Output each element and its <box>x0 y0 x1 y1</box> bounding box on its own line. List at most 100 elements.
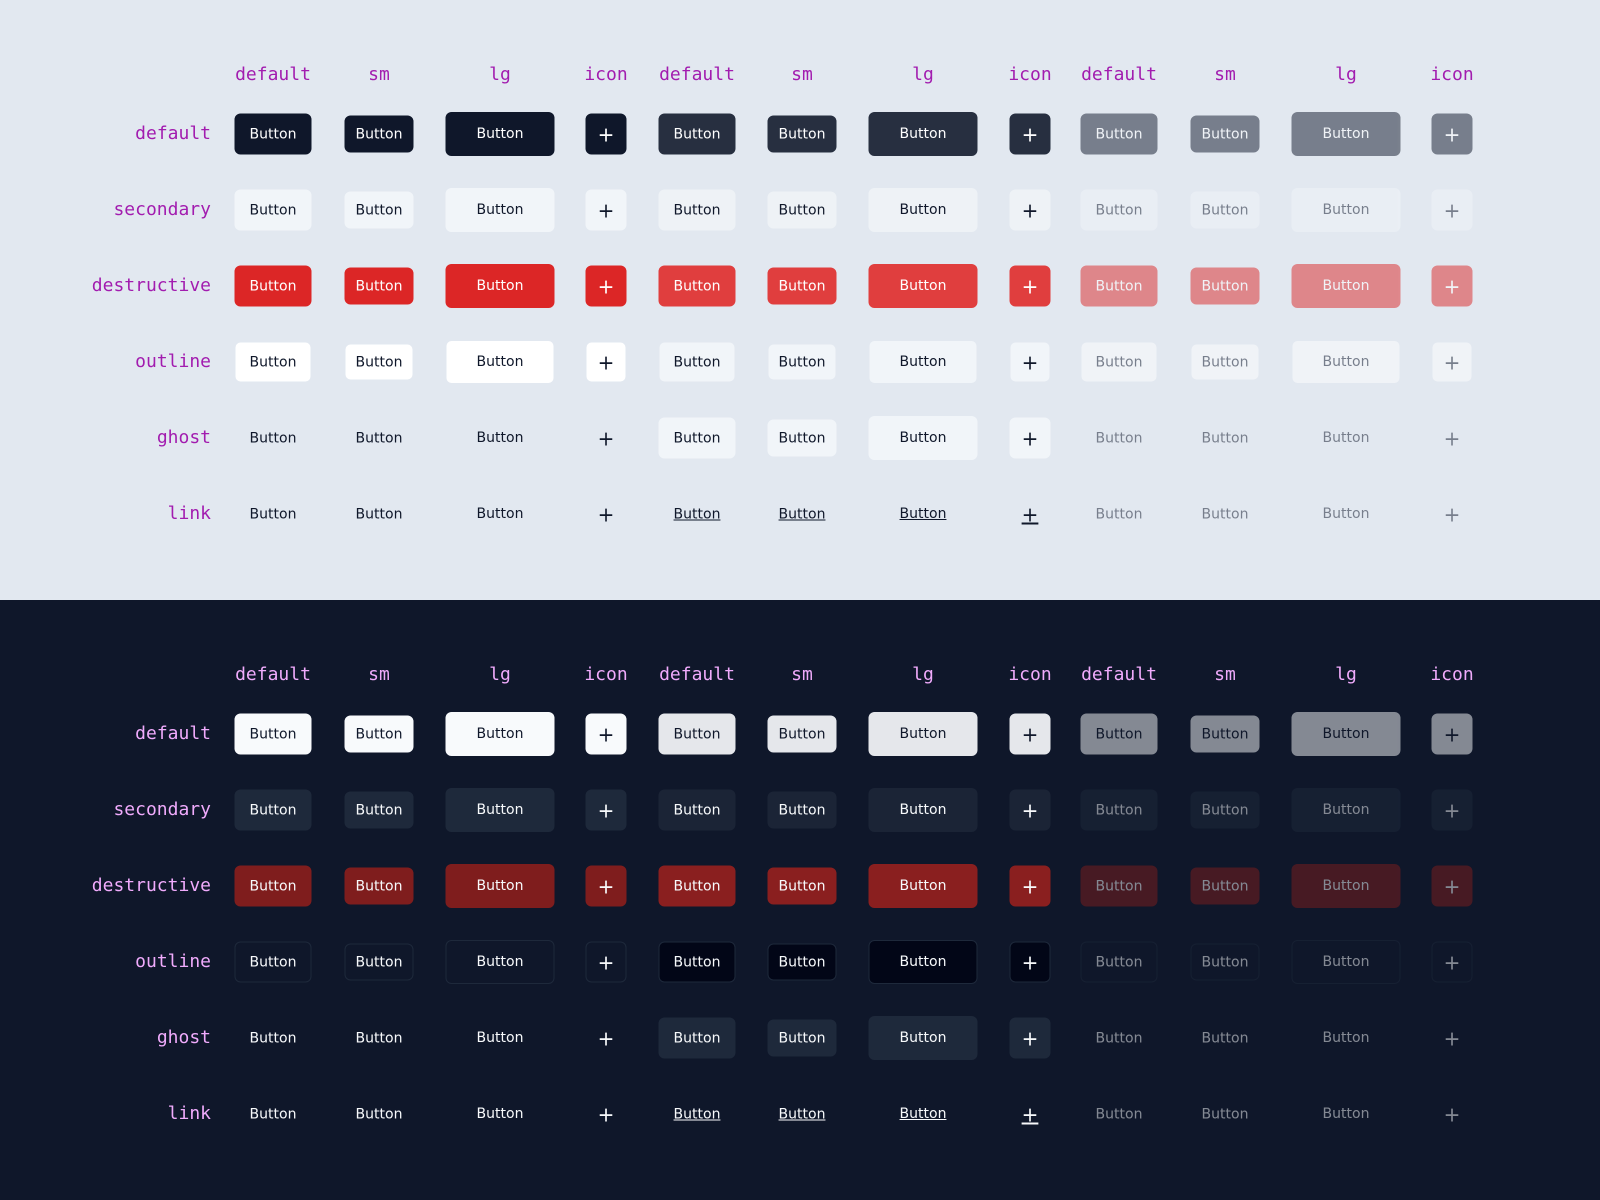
button[interactable]: Button <box>868 940 978 984</box>
button[interactable]: Button <box>767 115 837 153</box>
icon-button[interactable]: + <box>1009 1017 1051 1059</box>
button[interactable]: Button <box>355 506 403 522</box>
button[interactable]: Button <box>658 1017 736 1059</box>
button[interactable]: Button <box>355 1030 403 1046</box>
column-header: icon <box>1008 64 1052 85</box>
button[interactable]: Button <box>355 430 403 446</box>
button[interactable]: Button <box>767 267 837 305</box>
button[interactable]: Button <box>868 188 978 232</box>
button[interactable]: Button <box>344 267 414 305</box>
button[interactable]: Button <box>767 715 837 753</box>
icon-button[interactable]: + <box>585 189 627 231</box>
icon-button[interactable]: + <box>1021 1102 1039 1126</box>
button[interactable]: Button <box>868 112 978 156</box>
icon-button[interactable]: + <box>585 789 627 831</box>
button[interactable]: Button <box>476 1106 524 1122</box>
icon-button[interactable]: + <box>597 426 615 450</box>
button[interactable]: Button <box>445 264 555 308</box>
button[interactable]: Button <box>355 1106 403 1122</box>
button[interactable]: Button <box>445 188 555 232</box>
icon-button[interactable]: + <box>1009 941 1051 983</box>
button[interactable]: Button <box>767 791 837 829</box>
button[interactable]: Button <box>767 943 837 981</box>
icon-button[interactable]: + <box>1009 113 1051 155</box>
button[interactable]: Button <box>767 343 837 381</box>
icon-button[interactable]: + <box>1009 417 1051 459</box>
button[interactable]: Button <box>767 1019 837 1057</box>
button[interactable]: Button <box>344 115 414 153</box>
icon-button[interactable]: + <box>1009 189 1051 231</box>
button[interactable]: Button <box>868 1016 978 1060</box>
button[interactable]: Button <box>673 1106 721 1122</box>
button[interactable]: Button <box>344 791 414 829</box>
button[interactable]: Button <box>234 341 312 383</box>
button[interactable]: Button <box>899 1106 947 1122</box>
icon-button[interactable]: + <box>585 113 627 155</box>
icon-button[interactable]: + <box>1021 502 1039 526</box>
icon-button[interactable]: + <box>585 341 627 383</box>
button[interactable]: Button <box>868 788 978 832</box>
button[interactable]: Button <box>234 113 312 155</box>
icon-button[interactable]: + <box>1009 789 1051 831</box>
button[interactable]: Button <box>249 430 297 446</box>
button[interactable]: Button <box>445 940 555 984</box>
button[interactable]: Button <box>234 265 312 307</box>
button[interactable]: Button <box>249 1106 297 1122</box>
button[interactable]: Button <box>344 867 414 905</box>
button[interactable]: Button <box>445 712 555 756</box>
button[interactable]: Button <box>344 191 414 229</box>
button[interactable]: Button <box>445 112 555 156</box>
button[interactable]: Button <box>868 416 978 460</box>
button[interactable]: Button <box>767 867 837 905</box>
button[interactable]: Button <box>234 865 312 907</box>
button[interactable]: Button <box>249 1030 297 1046</box>
button[interactable]: Button <box>767 419 837 457</box>
button[interactable]: Button <box>899 506 947 522</box>
button[interactable]: Button <box>778 1106 826 1122</box>
icon-button[interactable]: + <box>597 502 615 526</box>
button[interactable]: Button <box>234 713 312 755</box>
button[interactable]: Button <box>445 864 555 908</box>
icon-button[interactable]: + <box>1009 865 1051 907</box>
button[interactable]: Button <box>476 1030 524 1046</box>
button[interactable]: Button <box>658 417 736 459</box>
icon-button[interactable]: + <box>597 1026 615 1050</box>
button[interactable]: Button <box>658 865 736 907</box>
button[interactable]: Button <box>445 788 555 832</box>
button[interactable]: Button <box>868 864 978 908</box>
button[interactable]: Button <box>658 713 736 755</box>
button[interactable]: Button <box>868 264 978 308</box>
button[interactable]: Button <box>868 340 978 384</box>
button[interactable]: Button <box>234 789 312 831</box>
icon-button[interactable]: + <box>1009 341 1051 383</box>
button[interactable]: Button <box>778 506 826 522</box>
button[interactable]: Button <box>658 941 736 983</box>
button[interactable]: Button <box>658 265 736 307</box>
icon-button[interactable]: + <box>597 1102 615 1126</box>
button[interactable]: Button <box>658 789 736 831</box>
button[interactable]: Button <box>658 189 736 231</box>
button[interactable]: Button <box>767 191 837 229</box>
button[interactable]: Button <box>476 506 524 522</box>
icon-button[interactable]: + <box>585 865 627 907</box>
button[interactable]: Button <box>344 343 414 381</box>
icon-button[interactable]: + <box>585 265 627 307</box>
button[interactable]: Button <box>234 941 312 983</box>
row-label: outline <box>135 951 211 972</box>
row-label: outline <box>135 351 211 372</box>
button[interactable]: Button <box>476 430 524 446</box>
button[interactable]: Button <box>658 113 736 155</box>
button[interactable]: Button <box>445 340 555 384</box>
button: Button <box>1080 941 1158 983</box>
button[interactable]: Button <box>868 712 978 756</box>
button[interactable]: Button <box>249 506 297 522</box>
icon-button[interactable]: + <box>585 713 627 755</box>
button[interactable]: Button <box>344 943 414 981</box>
button[interactable]: Button <box>344 715 414 753</box>
button[interactable]: Button <box>673 506 721 522</box>
button[interactable]: Button <box>658 341 736 383</box>
icon-button[interactable]: + <box>1009 713 1051 755</box>
button[interactable]: Button <box>234 189 312 231</box>
icon-button[interactable]: + <box>585 941 627 983</box>
icon-button[interactable]: + <box>1009 265 1051 307</box>
